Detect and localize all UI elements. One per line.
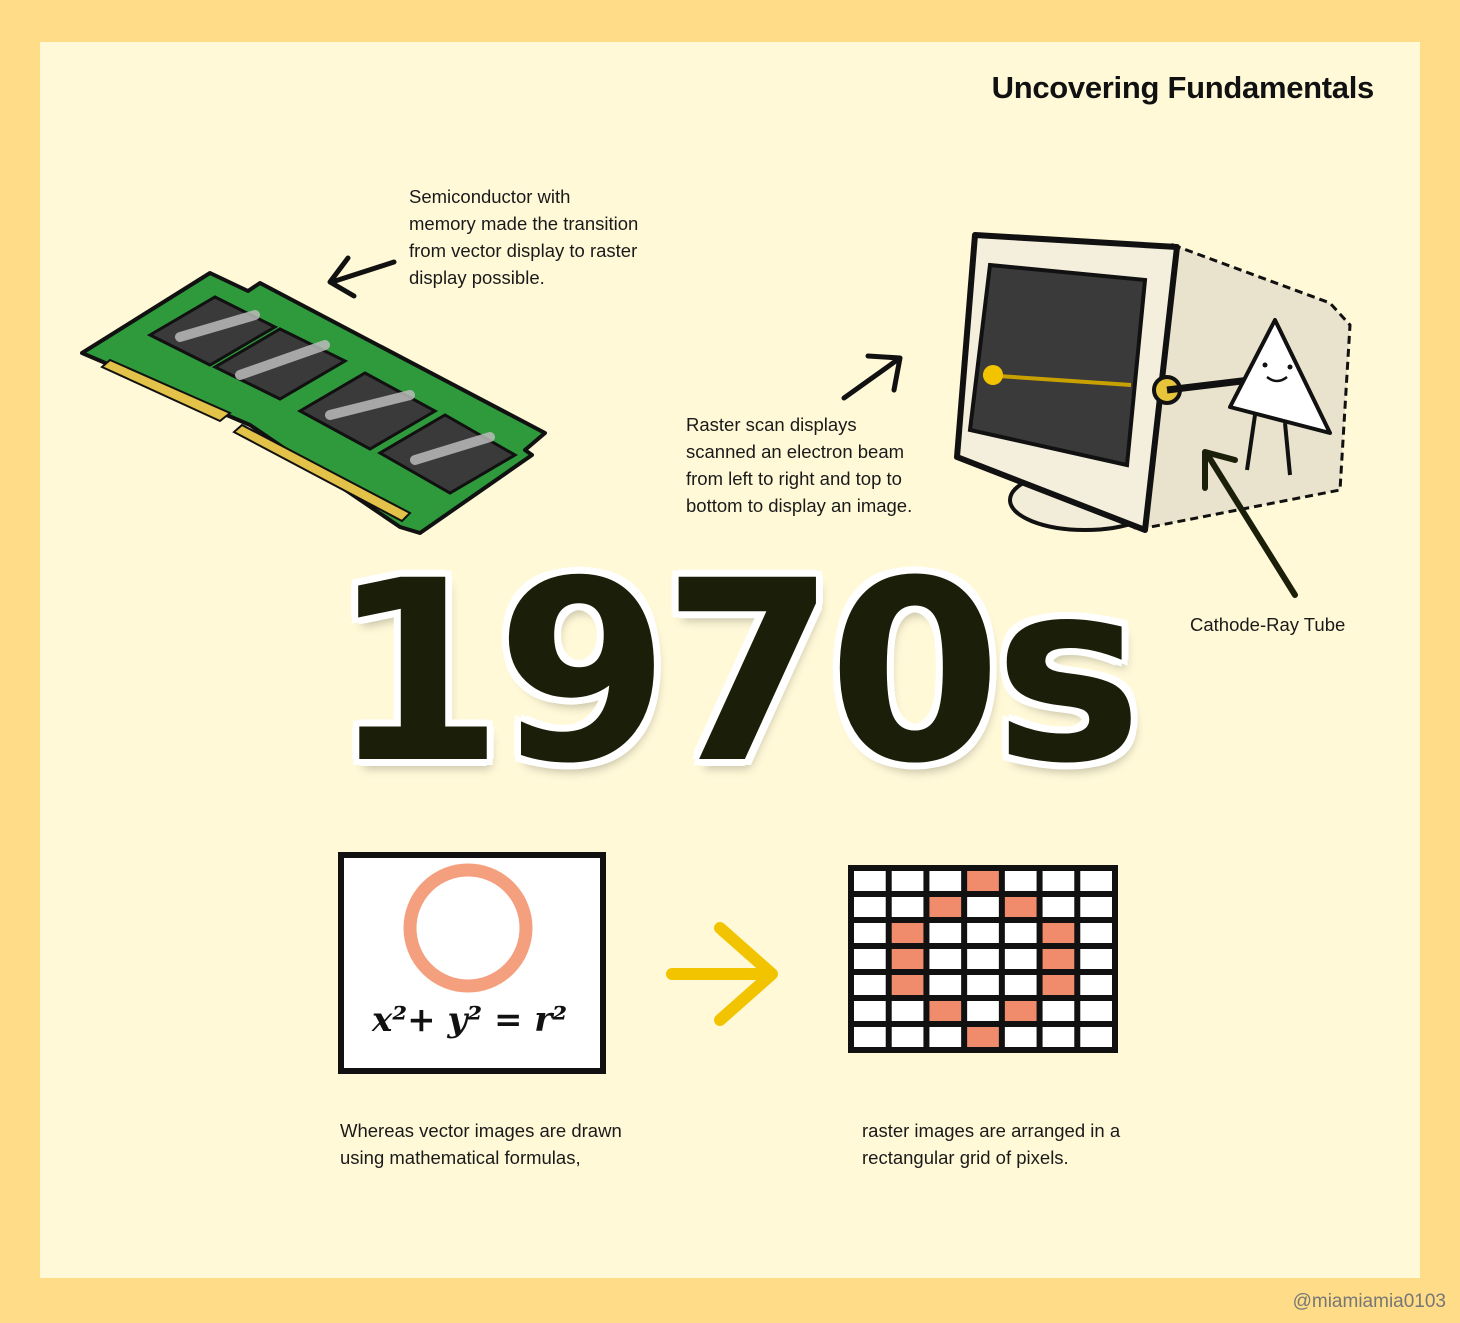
pixel-empty: [891, 1027, 924, 1047]
pixel-empty: [1042, 1001, 1075, 1021]
pixel-empty: [967, 949, 999, 969]
raster-scan-note-line: from left to right and top to: [686, 468, 902, 489]
pixel-empty: [1042, 897, 1075, 917]
arrow-up-right-icon: [841, 353, 903, 401]
memory-note-line: memory made the transition: [409, 213, 639, 234]
ram-module-illustration: [80, 271, 547, 535]
pixel-empty: [967, 975, 999, 995]
pixel-empty: [1080, 1027, 1112, 1047]
pixel-filled: [929, 897, 962, 917]
vector-image-panel: [338, 852, 606, 1074]
pixel-empty: [967, 1001, 999, 1021]
pixel-empty: [1004, 949, 1037, 969]
pixel-filled: [891, 923, 924, 943]
pixel-empty: [929, 871, 962, 891]
raster-scan-note-line: bottom to display an image.: [686, 495, 913, 516]
pixel-empty: [1080, 897, 1112, 917]
pixel-empty: [1004, 923, 1037, 943]
pixel-filled: [891, 949, 924, 969]
memory-note-line: Semiconductor with: [409, 186, 571, 207]
pixel-empty: [1080, 949, 1112, 969]
raster-scan-note: Raster scan displays scanned an electron…: [686, 411, 912, 519]
infographic-card: [40, 42, 1420, 1278]
pixel-empty: [1004, 871, 1037, 891]
vector-note: Whereas vector images are drawn using ma…: [340, 1117, 622, 1171]
pixel-empty: [854, 871, 886, 891]
pixel-filled: [1004, 897, 1037, 917]
pixel-empty: [891, 1001, 924, 1021]
vector-circle: [403, 863, 533, 993]
pixel-filled: [1042, 975, 1075, 995]
author-handle: @miamiamia0103: [1292, 1291, 1446, 1312]
pixel-empty: [929, 949, 962, 969]
pixel-empty: [1004, 1027, 1037, 1047]
pixel-empty: [854, 1027, 886, 1047]
pixel-empty: [854, 1001, 886, 1021]
raster-note-line: rectangular grid of pixels.: [862, 1147, 1069, 1168]
pixel-empty: [1080, 1001, 1112, 1021]
pixel-empty: [891, 871, 924, 891]
memory-note-line: display possible.: [409, 267, 545, 288]
pixel-filled: [967, 871, 999, 891]
crt-label: Cathode-Ray Tube: [1190, 614, 1346, 635]
pixel-filled: [1042, 949, 1075, 969]
memory-note-line: from vector display to raster: [409, 240, 638, 261]
pixel-empty: [1042, 1027, 1075, 1047]
pixel-empty: [929, 975, 962, 995]
crt-monitor-illustration: [954, 232, 1352, 533]
pixel-empty: [1004, 975, 1037, 995]
pixel-empty: [854, 923, 886, 943]
raster-note: raster images are arranged in a rectangu…: [862, 1117, 1120, 1171]
pixel-filled: [891, 975, 924, 995]
pixel-empty: [967, 923, 999, 943]
vector-note-line: Whereas vector images are drawn: [340, 1120, 622, 1141]
raster-scan-note-line: Raster scan displays: [686, 414, 857, 435]
series-title: Uncovering Fundamentals: [991, 70, 1375, 105]
year-heading: 1970s: [330, 527, 1143, 818]
pixel-empty: [1042, 871, 1075, 891]
pixel-empty: [854, 975, 886, 995]
raster-scan-note-line: scanned an electron beam: [686, 441, 905, 462]
pixel-filled: [1042, 923, 1075, 943]
pixel-empty: [1080, 923, 1112, 943]
pixel-filled: [929, 1001, 962, 1021]
pixel-empty: [929, 1027, 962, 1047]
arrow-left-icon: [327, 255, 397, 299]
raster-note-line: raster images are arranged in a: [862, 1120, 1121, 1141]
pixel-empty: [967, 897, 999, 917]
vector-note-line: using mathematical formulas,: [340, 1147, 581, 1168]
pixel-empty: [1080, 975, 1112, 995]
raster-pixel-grid: [848, 865, 1118, 1053]
pixel-empty: [854, 897, 886, 917]
pixel-empty: [891, 897, 924, 917]
arrow-crt-icon: [1202, 449, 1298, 598]
circle-formula: x²+ y² = r²: [372, 1000, 568, 1040]
pixel-empty: [929, 923, 962, 943]
pixel-filled: [1004, 1001, 1037, 1021]
pixel-empty: [854, 949, 886, 969]
memory-note: Semiconductor with memory made the trans…: [409, 183, 638, 291]
pixel-empty: [1080, 871, 1112, 891]
pixel-filled: [967, 1027, 999, 1047]
arrow-right-icon: [666, 922, 778, 1026]
